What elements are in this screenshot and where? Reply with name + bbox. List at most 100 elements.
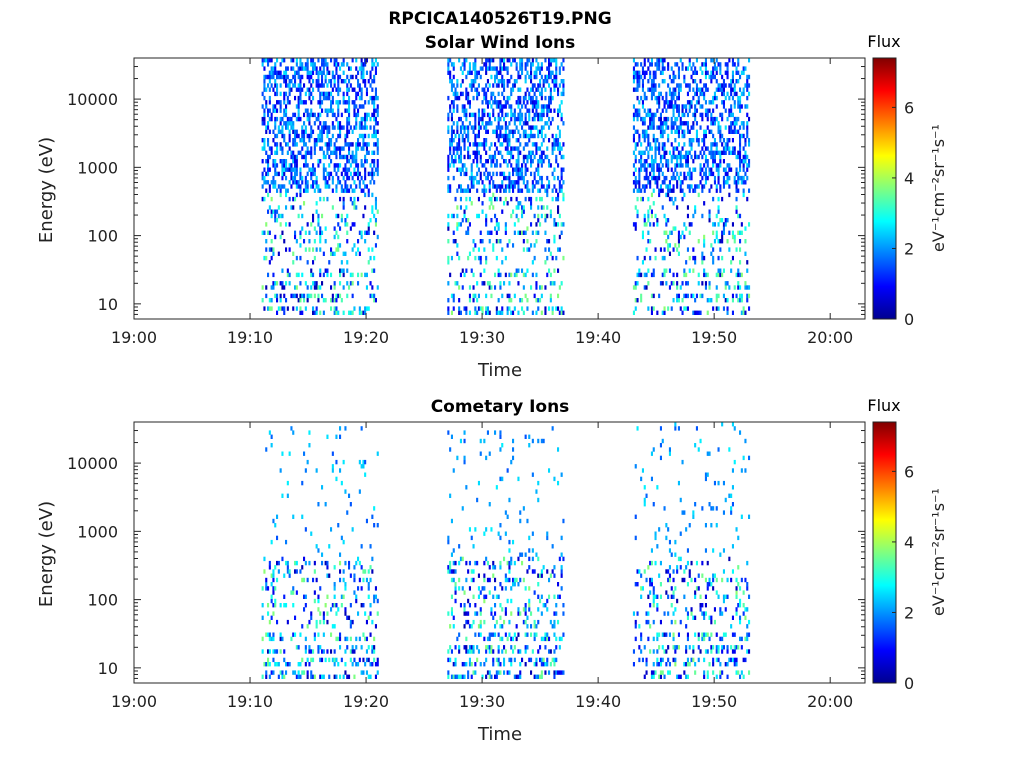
heatmap-cell xyxy=(533,213,536,219)
heatmap-cell xyxy=(737,129,740,134)
heatmap-cell xyxy=(365,159,368,164)
heatmap-cell xyxy=(324,226,327,231)
heatmap-cell xyxy=(447,539,450,545)
heatmap-cell xyxy=(677,556,680,562)
heatmap-cell xyxy=(542,112,545,118)
heatmap-cell xyxy=(474,662,477,667)
heatmap-cell xyxy=(672,112,675,118)
heatmap-cell xyxy=(531,310,534,315)
heatmap-cell xyxy=(458,285,461,290)
heatmap-cell xyxy=(522,230,525,235)
heatmap-cell xyxy=(737,116,740,122)
heatmap-cell xyxy=(710,171,713,177)
heatmap-cell xyxy=(488,112,491,118)
heatmap-cell xyxy=(649,205,652,210)
heatmap-cell xyxy=(461,506,464,511)
heatmap-cell xyxy=(313,180,316,185)
heatmap-cell xyxy=(737,100,740,105)
heatmap-cell xyxy=(694,91,697,97)
heatmap-cell xyxy=(499,281,502,286)
heatmap-cell xyxy=(294,129,297,134)
heatmap-cell xyxy=(261,159,264,164)
heatmap-cell xyxy=(531,100,534,105)
heatmap-cell xyxy=(288,196,291,202)
heatmap-cell xyxy=(367,657,370,663)
heatmap-cell xyxy=(686,632,689,637)
heatmap-cell xyxy=(447,213,450,219)
heatmap-cell xyxy=(742,167,745,172)
heatmap-cell xyxy=(349,163,352,168)
figure-title: RPCICA140526T19.PNG xyxy=(388,9,611,29)
heatmap-cell xyxy=(274,116,277,122)
heatmap-cell xyxy=(348,146,351,151)
heatmap-cell xyxy=(526,226,529,231)
heatmap-cells xyxy=(261,422,751,679)
heatmap-cell xyxy=(695,100,698,105)
heatmap-cell xyxy=(746,133,749,139)
heatmap-cell xyxy=(270,112,273,118)
heatmap-cell xyxy=(351,645,354,650)
heatmap-cell xyxy=(495,196,498,202)
heatmap-cell xyxy=(376,657,379,663)
heatmap-cell xyxy=(649,184,652,189)
heatmap-cell xyxy=(324,79,327,84)
heatmap-cell xyxy=(295,142,298,147)
heatmap-cell xyxy=(304,527,307,532)
x-tick-label: 19:30 xyxy=(459,328,505,347)
heatmap-cell xyxy=(695,108,698,113)
heatmap-cell xyxy=(265,129,268,134)
heatmap-cell xyxy=(672,184,675,189)
heatmap-cell xyxy=(349,196,352,202)
heatmap-cell xyxy=(521,167,524,172)
heatmap-cell xyxy=(454,586,457,591)
heatmap-cell xyxy=(560,636,563,642)
heatmap-cell xyxy=(490,95,493,101)
heatmap-cell xyxy=(468,298,471,303)
heatmap-cell xyxy=(557,582,560,587)
heatmap-cell xyxy=(503,62,506,67)
heatmap-cell xyxy=(277,205,280,210)
heatmap-cell xyxy=(681,510,684,515)
heatmap-cell xyxy=(328,125,331,130)
heatmap-cell xyxy=(371,175,374,181)
heatmap-cell xyxy=(362,163,365,168)
heatmap-cell xyxy=(526,645,529,650)
heatmap-cell xyxy=(710,251,713,256)
heatmap-cell xyxy=(517,154,520,160)
heatmap-cell xyxy=(656,632,659,637)
heatmap-cell xyxy=(728,58,731,63)
heatmap-cell xyxy=(531,58,534,63)
heatmap-cell xyxy=(638,167,641,172)
heatmap-cell xyxy=(650,476,653,482)
heatmap-cell xyxy=(285,74,288,80)
heatmap-cell xyxy=(537,163,540,168)
heatmap-cell xyxy=(735,154,738,160)
heatmap-cell xyxy=(557,480,560,486)
heatmap-cell xyxy=(508,188,511,193)
heatmap-cell xyxy=(744,310,747,315)
heatmap-cell xyxy=(499,196,502,202)
heatmap-cell xyxy=(722,180,725,185)
heatmap-cell xyxy=(494,95,497,101)
heatmap-cell xyxy=(506,514,509,519)
heatmap-cell xyxy=(301,100,304,105)
heatmap-cell xyxy=(324,298,327,303)
heatmap-cell xyxy=(348,87,351,92)
heatmap-cell xyxy=(672,590,675,595)
heatmap-cell xyxy=(676,598,679,604)
heatmap-cell xyxy=(739,125,742,130)
heatmap-cell xyxy=(557,138,560,143)
heatmap-cell xyxy=(501,83,504,88)
heatmap-cell xyxy=(650,213,653,219)
heatmap-cell xyxy=(513,222,516,227)
plot-area: 19:00 19:10 19:20 19:30 19:40 19:50 20:0010100… xyxy=(67,421,866,711)
heatmap-cell xyxy=(688,87,691,92)
heatmap-cell xyxy=(312,649,315,654)
heatmap-cell xyxy=(267,649,270,654)
heatmap-cell xyxy=(683,234,686,240)
heatmap-cell xyxy=(319,159,322,164)
heatmap-cell xyxy=(312,272,315,278)
heatmap-cell xyxy=(499,100,502,105)
heatmap-cell xyxy=(674,175,677,181)
heatmap-cell xyxy=(270,615,273,620)
